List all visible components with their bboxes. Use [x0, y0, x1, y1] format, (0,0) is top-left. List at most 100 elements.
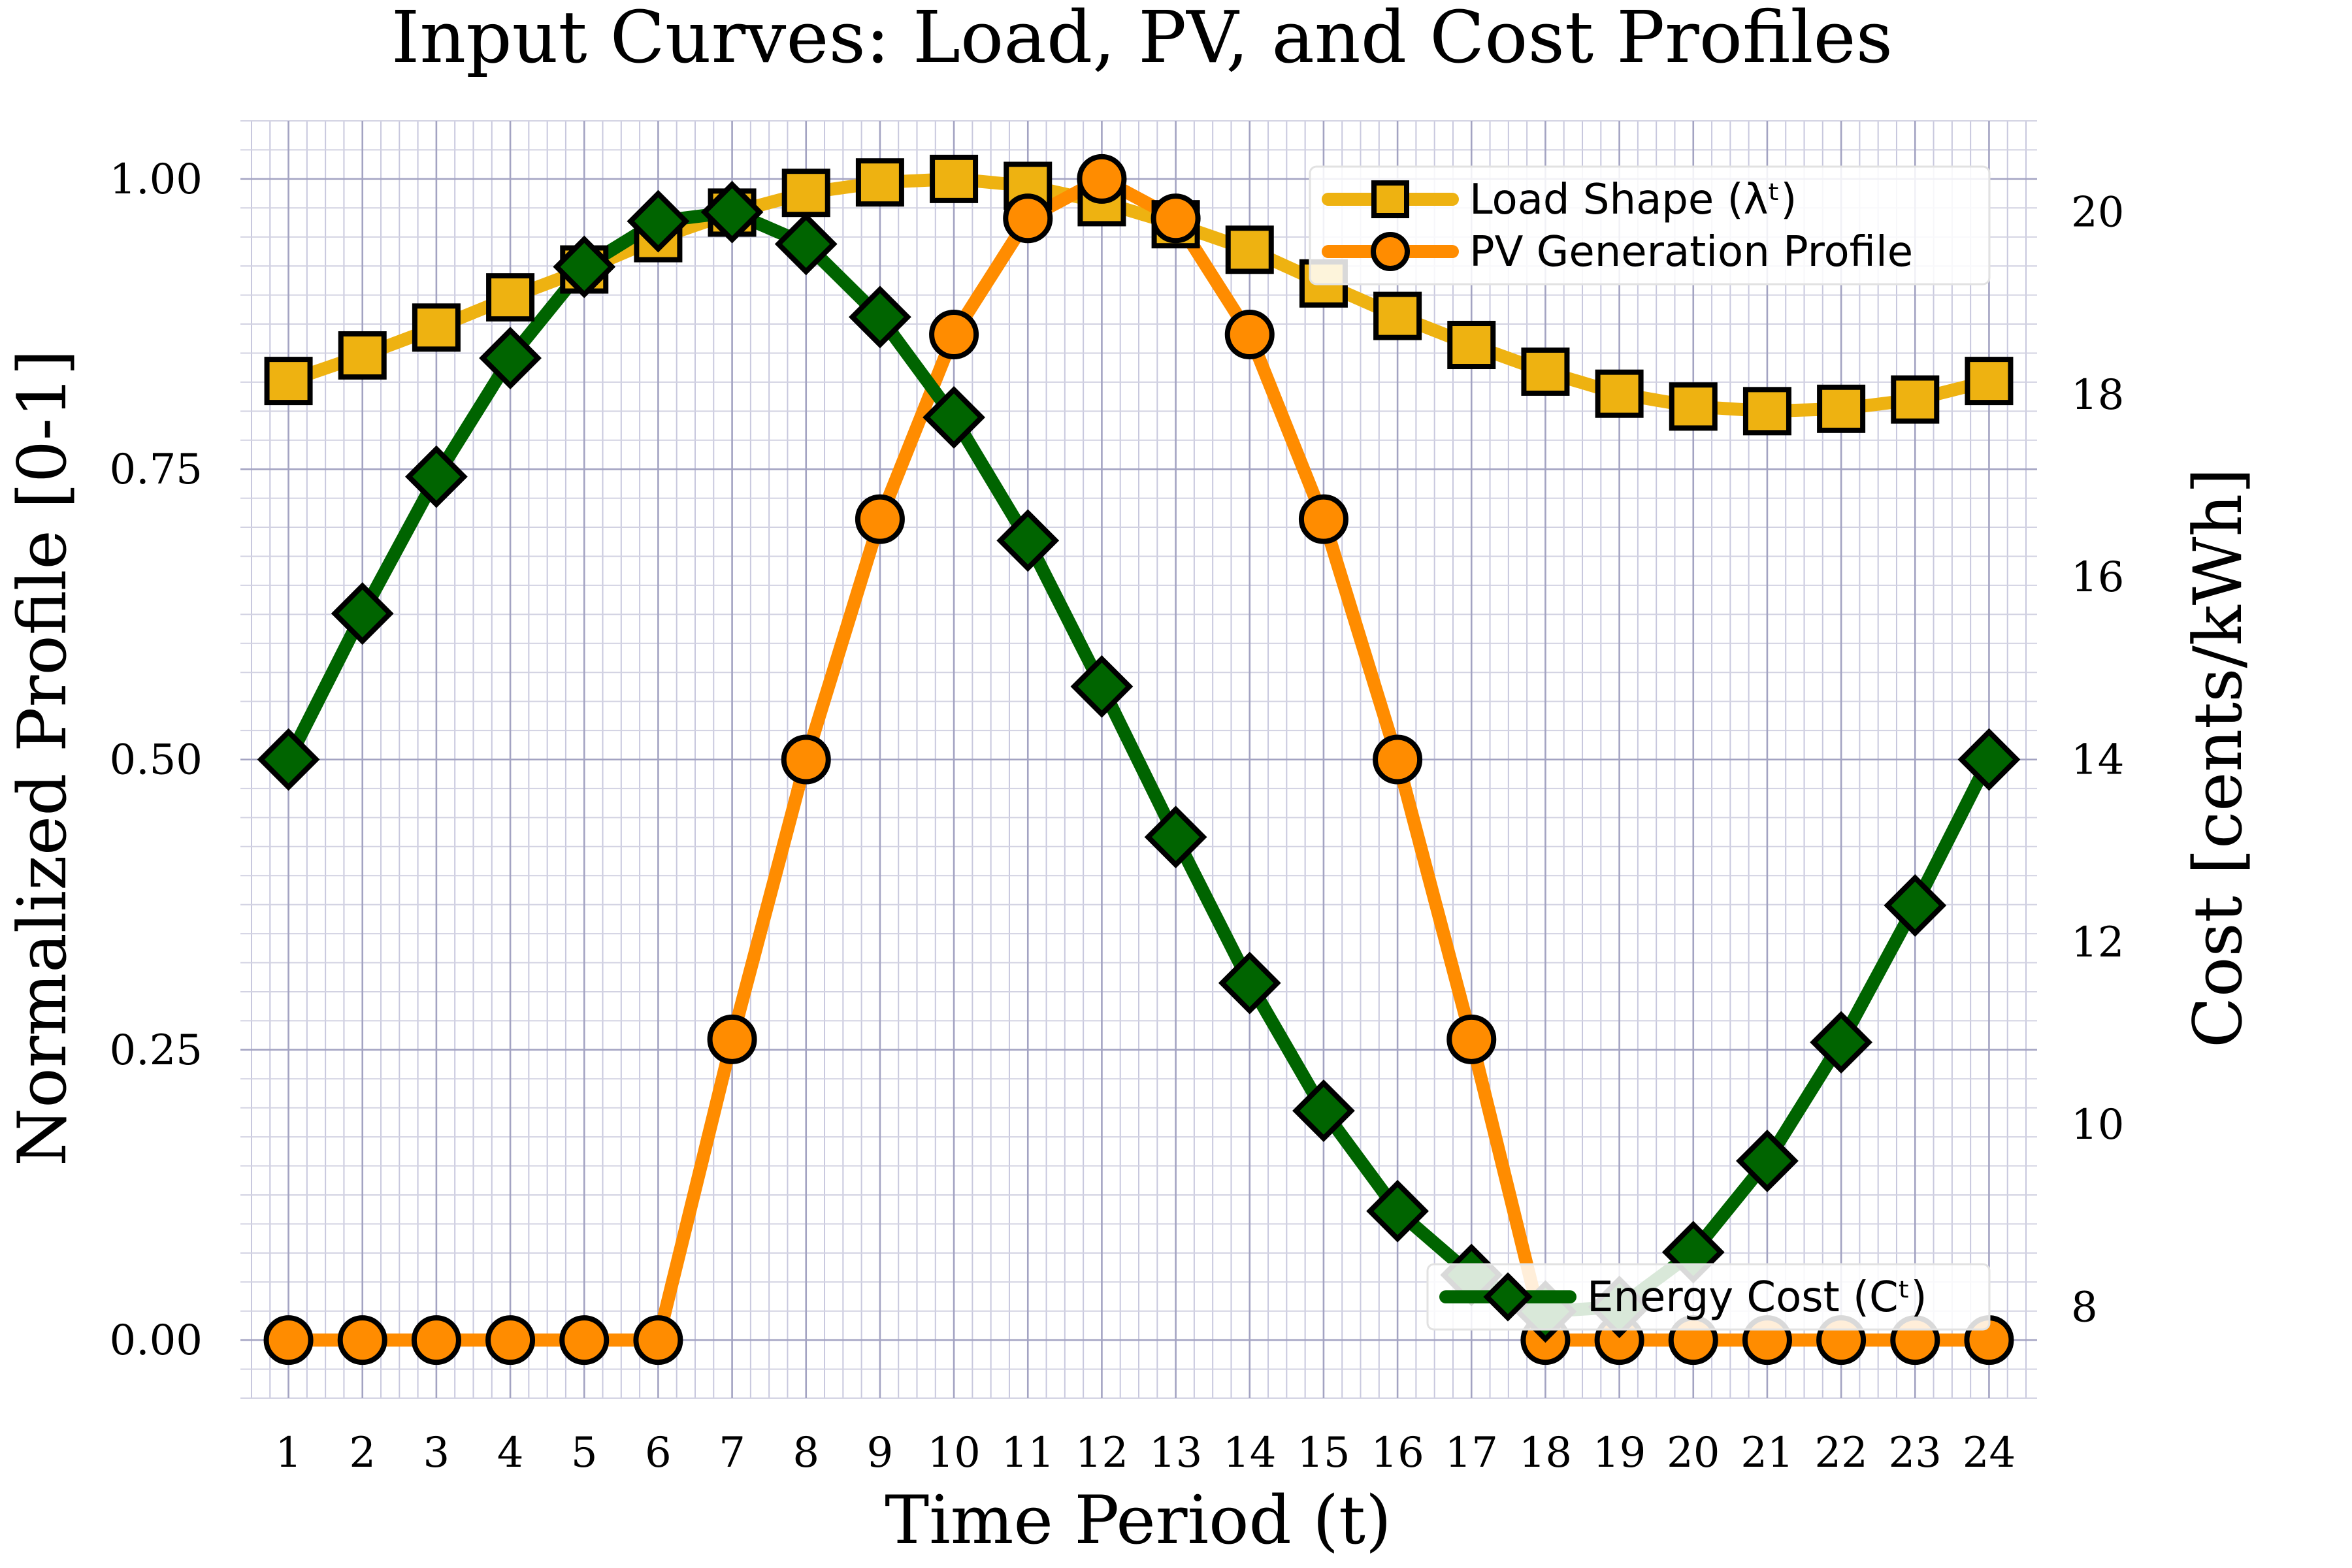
x-tick-label: 18: [1519, 1429, 1572, 1477]
y-tick-label: 1.00: [110, 155, 203, 204]
energy-cost-point: [1218, 951, 1281, 1015]
energy-cost-point: [774, 212, 838, 276]
x-tick-label: 8: [792, 1429, 819, 1477]
legend-label-energy-cost: Energy Cost (Cᵗ): [1587, 1273, 1927, 1322]
load-shape-point: [264, 357, 313, 406]
energy-cost-point: [1292, 1079, 1355, 1143]
x-tick-label: 12: [1075, 1429, 1128, 1477]
x-tick-label: 23: [1889, 1429, 1942, 1477]
y-tick-label: 0.25: [110, 1026, 203, 1075]
legend-label-pv-generation: PV Generation Profile: [1469, 228, 1913, 276]
legend-box: [1426, 1263, 1991, 1331]
series-markers: [257, 154, 2021, 1365]
pv-generation-point: [781, 734, 831, 785]
y2-tick-label: 14: [2071, 736, 2124, 785]
x-tick-label: 2: [349, 1429, 376, 1477]
energy-cost-point: [1144, 806, 1207, 869]
energy-cost-point: [700, 180, 764, 244]
x-tick-label: 24: [1963, 1429, 2016, 1477]
energy-cost-point: [996, 509, 1060, 572]
pv-generation-point: [337, 1315, 387, 1365]
x-tick-label: 13: [1149, 1429, 1202, 1477]
load-shape-point: [412, 303, 461, 352]
x-tick-label: 7: [719, 1429, 745, 1477]
x-tick-label: 11: [1002, 1429, 1054, 1477]
pv-generation-point: [855, 494, 905, 544]
energy-cost-point: [1810, 1011, 1872, 1074]
energy-cost-point: [479, 327, 542, 389]
pv-generation-point: [411, 1315, 461, 1365]
x-tick-label: 1: [275, 1429, 302, 1477]
legend-top-right: Load Shape (λᵗ)PV Generation Profile: [1309, 165, 1991, 286]
y2-tick-label: 10: [2071, 1101, 2124, 1149]
load-shape-point: [1521, 347, 1570, 396]
legend-marker-load-shape: [1371, 180, 1409, 218]
energy-cost-point: [1070, 655, 1134, 718]
load-shape-point: [781, 169, 830, 218]
x-tick-label: 16: [1371, 1429, 1424, 1477]
pv-generation-point: [1151, 193, 1201, 244]
x-tick-label: 10: [927, 1429, 980, 1477]
energy-cost-point: [849, 286, 911, 349]
load-shape-point: [1742, 387, 1791, 436]
pv-generation-point: [929, 310, 979, 360]
x-tick-label: 6: [645, 1429, 672, 1477]
pv-generation-point: [633, 1315, 683, 1365]
energy-cost-point: [1957, 728, 2021, 791]
energy-cost-point: [553, 235, 616, 299]
y2-tick-label: 20: [2071, 189, 2124, 237]
load-shape-point: [1225, 225, 1274, 274]
x-tick-label: 21: [1740, 1429, 1793, 1477]
legend-box: [1309, 165, 1991, 286]
load-shape-point: [1669, 382, 1718, 431]
energy-cost-point: [405, 445, 468, 508]
energy-cost-point: [1366, 1179, 1429, 1243]
y-axis-label: Normalized Profile [0-1]: [4, 350, 82, 1166]
energy-cost-point: [257, 728, 320, 791]
load-shape-point: [855, 158, 904, 207]
load-shape-point: [486, 273, 535, 322]
x-tick-label: 19: [1593, 1429, 1646, 1477]
x-tick-label: 9: [867, 1429, 894, 1477]
x-tick-label: 22: [1814, 1429, 1867, 1477]
x-tick-label: 5: [571, 1429, 598, 1477]
load-shape-point: [1891, 375, 1940, 424]
load-shape-point: [338, 331, 387, 380]
pv-generation-point: [1373, 734, 1423, 785]
energy-cost-point: [627, 189, 690, 253]
tick-labels: 1 2 3 4 5 6 7 8 9 10 11 12 13 14 15 16 17 18 19 20 21 22 23 240…: [110, 155, 2125, 1477]
load-shape-point: [1447, 321, 1496, 370]
energy-cost-point: [1884, 874, 1947, 937]
x-tick-label: 4: [497, 1429, 524, 1477]
pv-generation-point: [1446, 1014, 1497, 1064]
energy-cost-point: [923, 385, 985, 449]
legend-bottom-right: Energy Cost (Cᵗ): [1426, 1263, 1991, 1331]
legend-label-load-shape: Load Shape (λᵗ): [1469, 176, 1797, 224]
pv-generation-point: [1003, 193, 1053, 244]
energy-cost-point: [331, 582, 394, 645]
x-tick-label: 14: [1223, 1429, 1276, 1477]
pv-generation-point: [485, 1315, 536, 1365]
y-tick-label: 0.50: [110, 736, 203, 785]
x-tick-label: 20: [1667, 1429, 1720, 1477]
y2-tick-label: 18: [2071, 371, 2124, 419]
pv-generation-point: [1224, 310, 1275, 360]
pv-generation-point: [1077, 154, 1127, 204]
x-tick-label: 3: [423, 1429, 450, 1477]
load-shape-point: [1595, 369, 1644, 418]
load-shape-point: [1965, 357, 2014, 406]
pv-generation-point: [707, 1014, 757, 1064]
y2-axis-label: Cost [cents/kWh]: [2180, 468, 2257, 1048]
y-tick-label: 0.75: [110, 446, 203, 494]
y2-tick-label: 12: [2071, 919, 2124, 967]
pv-generation-point: [263, 1315, 314, 1365]
pv-generation-point: [1298, 494, 1348, 544]
load-shape-point: [930, 154, 979, 203]
load-shape-point: [1817, 384, 1866, 433]
y2-tick-label: 16: [2071, 553, 2124, 602]
x-axis-label: Time Period (t): [885, 1482, 1392, 1560]
legend-marker-pv-generation: [1371, 232, 1410, 271]
y-tick-label: 0.00: [110, 1316, 203, 1365]
energy-cost-point: [1736, 1130, 1799, 1192]
